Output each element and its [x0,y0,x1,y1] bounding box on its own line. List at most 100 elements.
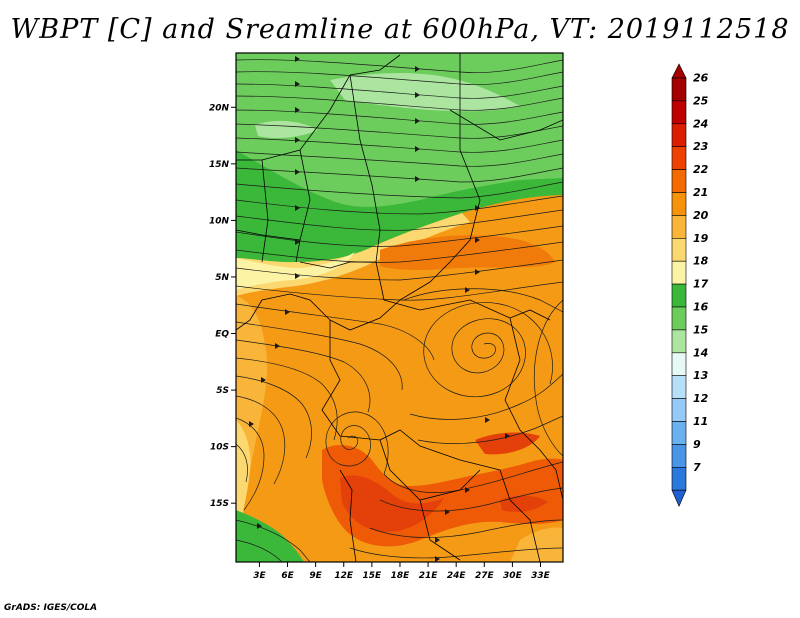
colorbar-swatch [671,77,687,102]
lon-tick-label: 6E [281,571,294,581]
border-line [321,320,501,471]
lon-tick-label: 21E [419,571,439,581]
border-line [399,53,481,301]
colorbar-label: 22 [693,163,709,176]
colorbar-label: 15 [693,323,709,336]
lon-tick-label: 12E [334,571,354,581]
streamline [236,519,311,562]
colorbar-bottom-arrow [671,489,687,507]
colorbar-swatch [671,352,687,376]
arrow [435,537,440,543]
streamline [236,71,563,85]
arrow [475,205,480,211]
lat-tick-label: 20N [209,103,230,113]
arrow [445,509,450,515]
streamline [236,151,563,167]
colorbar-label: 19 [693,232,709,245]
streamline [325,411,389,475]
arrow [505,433,510,439]
arrow [295,137,300,143]
arrow [285,309,290,315]
streamline [236,225,563,247]
lat-tick-label: 15N [209,160,230,170]
lon-tick-label: 24E [447,571,467,581]
border-line [349,74,385,301]
colorbar-legend: 26 25 24 23 22 21 20 19 18 17 16 15 14 13 12 11 9 7 [671,63,709,507]
colorbar-swatch [671,146,687,170]
streamline [236,59,563,73]
streamline [236,209,563,231]
border-line [236,229,301,241]
streamline [349,547,563,559]
axis-ticks: 20N 15N 10N 5N EQ 5S 10S 15S 3E 6E 9E 12E 15E 18E 21E 2… [209,103,551,581]
lon-tick-label: 30E [503,571,523,581]
colorbar-label: 23 [693,140,709,153]
arrow [295,239,300,245]
streamline [236,167,563,183]
colorbar-swatch [671,329,687,354]
arrow [295,169,300,175]
border-line [329,299,401,331]
arrow [415,92,420,98]
arrow [465,487,470,493]
arrow [295,107,300,113]
colorbar-label: 25 [693,94,709,107]
streamline [403,288,563,313]
wbpt-area-16-sw [236,510,304,562]
streamline [409,373,563,420]
colorbar-swatch [671,421,687,445]
arrow [485,417,490,423]
border-line [339,469,357,562]
colorbar-label: 7 [693,461,701,474]
border-line [499,469,541,562]
streamline [236,395,286,485]
lat-tick-label: EQ [215,330,229,340]
arrow [261,377,266,383]
streamline [236,443,248,483]
border-line [504,317,563,501]
colorbar-label: 11 [693,415,708,428]
wbpt-area-23-south [340,475,444,532]
streamline [236,109,563,125]
chart-title: WBPT [C] and Sreamline at 600hPa, VT: 20… [10,14,790,45]
streamline [369,519,563,538]
colorbar-label: 17 [693,278,709,291]
arrow [257,523,262,529]
colorbar-label: 26 [693,72,709,85]
colorbar-swatch [671,238,687,262]
colorbar-label: 9 [693,438,701,451]
colorbar-label: 12 [693,392,709,405]
lat-tick-label: 10N [209,216,230,226]
streamline [236,339,371,413]
arrow [415,66,420,72]
arrow [295,56,300,62]
arrow [465,287,470,293]
border-line [299,261,376,269]
arrow [295,81,300,87]
wbpt-area-15 [330,73,520,112]
streamline [236,95,563,111]
streamline [236,83,563,99]
arrow [415,118,420,124]
streamline [236,259,563,281]
colorbar-label: 13 [693,369,709,382]
colorbar-swatch [671,123,687,148]
wbpt-area-23-east2 [500,495,548,512]
colorbar-swatch [671,260,687,285]
wbpt-area-23-east [475,432,540,455]
streamline [236,539,283,562]
lat-tick-label: 5N [215,273,229,283]
colorbar-top-arrow [671,63,687,79]
colorbar-label: 21 [693,186,708,199]
colorbar-swatch [671,306,687,331]
colorbar-swatch [671,169,687,193]
wbpt-area-21-coast [510,527,563,562]
arrow [415,176,420,182]
lat-tick-label: 10S [210,443,229,453]
streamline [236,137,563,153]
lon-tick-label: 3E [253,571,266,581]
colorbar-label: 18 [693,255,709,268]
arrow [475,269,480,275]
arrow [435,556,440,562]
arrow [275,343,280,349]
